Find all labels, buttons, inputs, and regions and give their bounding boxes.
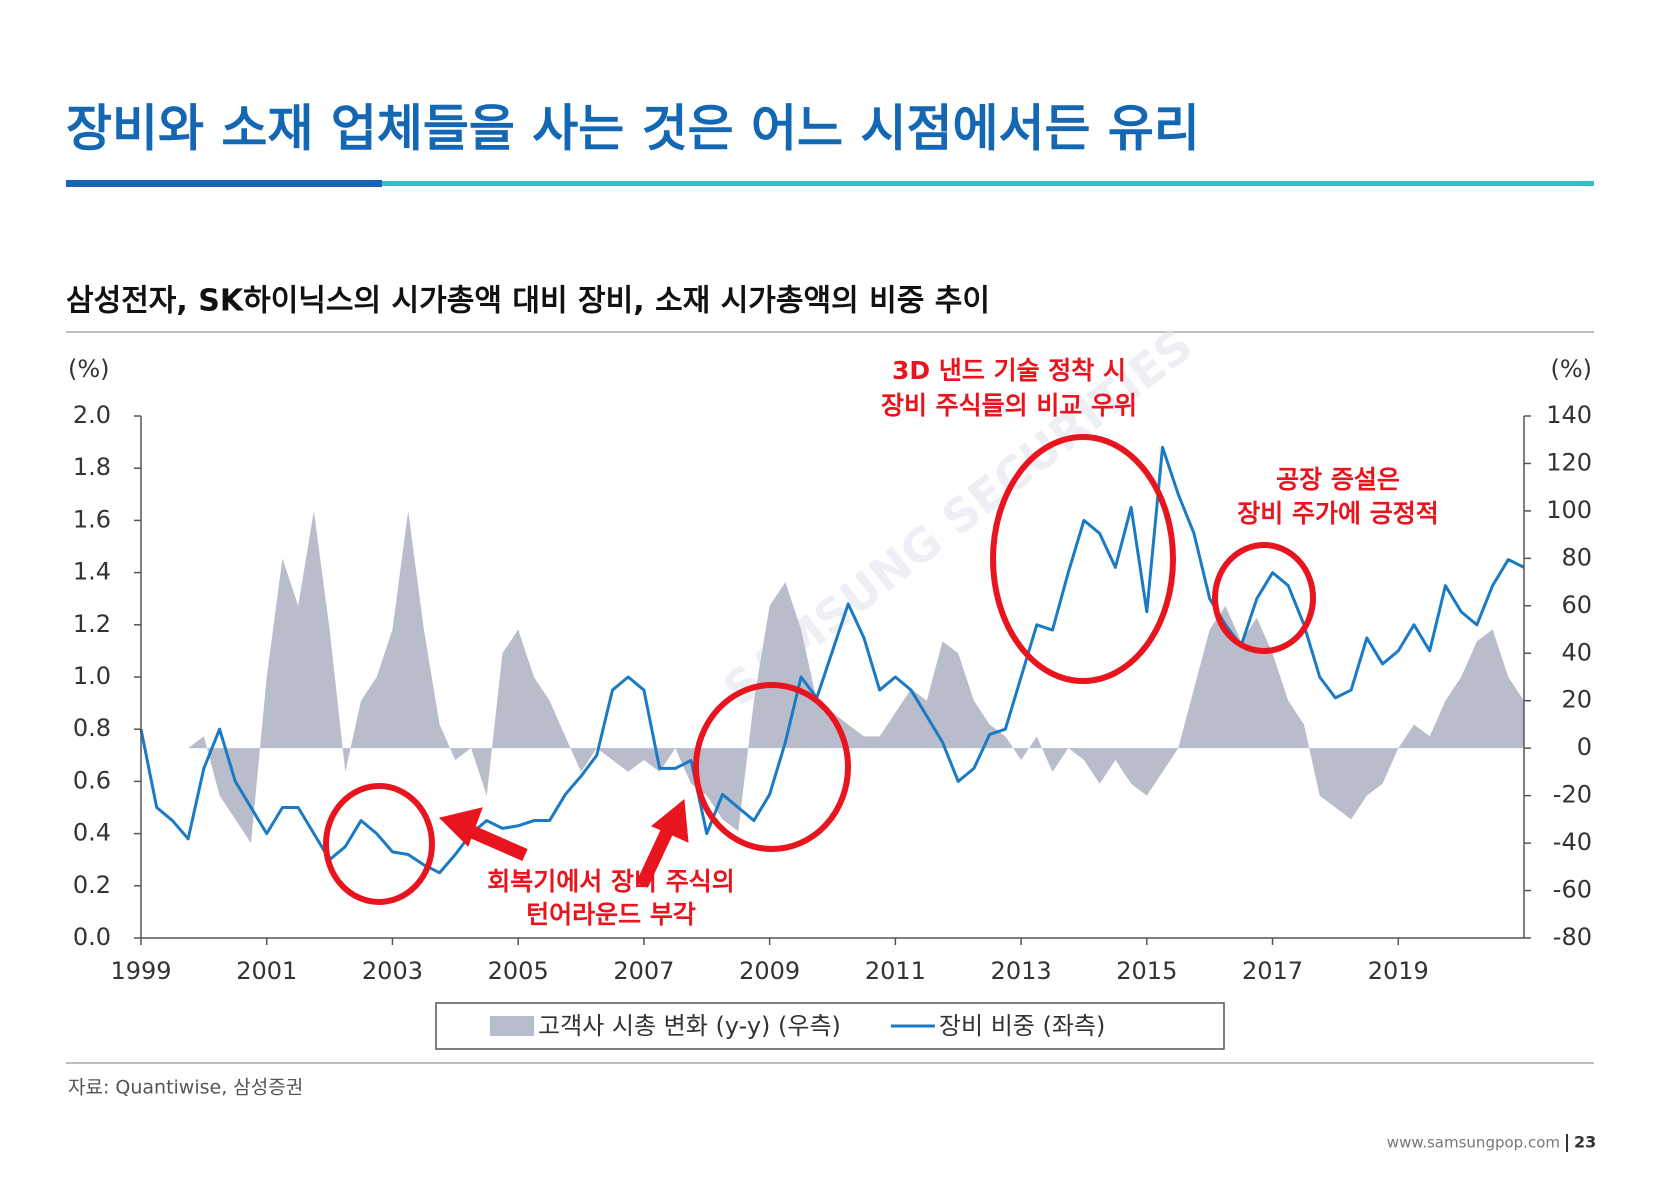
x-tick-label: 2015 xyxy=(1116,957,1177,985)
y2-tick-label: -80 xyxy=(1553,923,1592,951)
y-tick-label: 1.0 xyxy=(73,662,111,690)
y2-tick-label: 40 xyxy=(1561,638,1592,666)
annotation: 장비 주식들의 비교 우위 xyxy=(881,391,1137,420)
y-tick-label: 2.0 xyxy=(73,401,111,429)
arrows xyxy=(439,799,689,888)
x-tick-label: 2009 xyxy=(739,957,800,985)
y-axis-unit: (%) xyxy=(68,355,110,383)
legend-label: 장비 비중 (좌측) xyxy=(939,1012,1105,1040)
y2-axis-unit: (%) xyxy=(1550,355,1592,383)
chart-subtitle: 삼성전자, SK하이닉스의 시가총액 대비 장비, 소재 시가총액의 비중 추이 xyxy=(66,284,990,319)
source-note: 자료: Quantiwise, 삼성증권 xyxy=(68,1077,303,1099)
title-rule-blue xyxy=(66,180,382,187)
y2-tick-label: 20 xyxy=(1561,686,1592,714)
highlight-circles xyxy=(323,434,1316,905)
annotation: 공장 증설은 xyxy=(1276,465,1400,494)
title-rule-teal xyxy=(382,181,1594,186)
x-tick-label: 2007 xyxy=(613,957,674,985)
annotation: 턴어라운드 부각 xyxy=(526,900,696,929)
legend: 고객사 시총 변화 (y-y) (우측) 장비 비중 (좌측) xyxy=(490,1012,1105,1040)
x-tick-label: 1999 xyxy=(110,957,171,985)
x-tick-label: 2017 xyxy=(1242,957,1303,985)
annotation: 회복기에서 장비 주식의 xyxy=(487,867,734,896)
y-tick-label: 0.0 xyxy=(73,923,111,951)
y2-tick-label: 80 xyxy=(1561,543,1592,571)
y2-tick-label: 0 xyxy=(1577,733,1592,761)
line-series xyxy=(139,445,1525,875)
y-tick-label: 0.8 xyxy=(73,714,111,742)
legend-box xyxy=(435,1002,1225,1050)
arrow-head xyxy=(651,799,689,843)
circle xyxy=(693,682,851,852)
circle xyxy=(990,434,1176,684)
y-tick-label: 0.2 xyxy=(73,871,111,899)
arrow-shaft xyxy=(465,824,528,861)
y2-tick-label: 100 xyxy=(1546,496,1592,524)
y-tick-label: 0.4 xyxy=(73,819,111,847)
y2-tick-label: 140 xyxy=(1546,401,1592,429)
arrow-shaft xyxy=(636,822,676,888)
page-number: 23 xyxy=(1574,1133,1596,1152)
x-tick-label: 2005 xyxy=(488,957,549,985)
x-tick-label: 2019 xyxy=(1368,957,1429,985)
x-tick-label: 2001 xyxy=(236,957,297,985)
y-tick-label: 1.2 xyxy=(73,610,111,638)
y-tick-label: 1.4 xyxy=(73,558,111,586)
y2-tick-label: 120 xyxy=(1546,448,1592,476)
legend-label: 고객사 시총 변화 (y-y) (우측) xyxy=(538,1012,841,1040)
y2-tick-label: 60 xyxy=(1561,591,1592,619)
y2-tick-label: -60 xyxy=(1553,876,1592,904)
y2-tick-label: -20 xyxy=(1553,781,1592,809)
annotation: 3D 낸드 기술 정착 시 xyxy=(892,356,1126,385)
y-tick-label: 1.6 xyxy=(73,505,111,533)
y2-tick-label: -40 xyxy=(1553,828,1592,856)
footer-url: www.samsungpop.com xyxy=(1387,1134,1560,1152)
x-tick-label: 2011 xyxy=(865,957,926,985)
y-tick-label: 0.6 xyxy=(73,766,111,794)
y-tick-label: 1.8 xyxy=(73,453,111,481)
slide-title: 장비와 소재 업체들을 사는 것은 어느 시점에서든 유리 xyxy=(66,100,1200,158)
plot-area: 0.0 0.2 0.4 0.6 0.8 1.0 1.2 1.4 1.6 1.8 2.0 -80 -60 -… xyxy=(73,401,1592,985)
circle xyxy=(323,783,435,905)
circle xyxy=(1212,542,1316,654)
x-tick-label: 2003 xyxy=(362,957,423,985)
arrow-head xyxy=(439,807,483,847)
annotation: 장비 주가에 긍정적 xyxy=(1237,499,1438,528)
legend-swatch xyxy=(490,1016,534,1036)
area-series xyxy=(141,510,1524,844)
x-tick-label: 2013 xyxy=(991,957,1052,985)
